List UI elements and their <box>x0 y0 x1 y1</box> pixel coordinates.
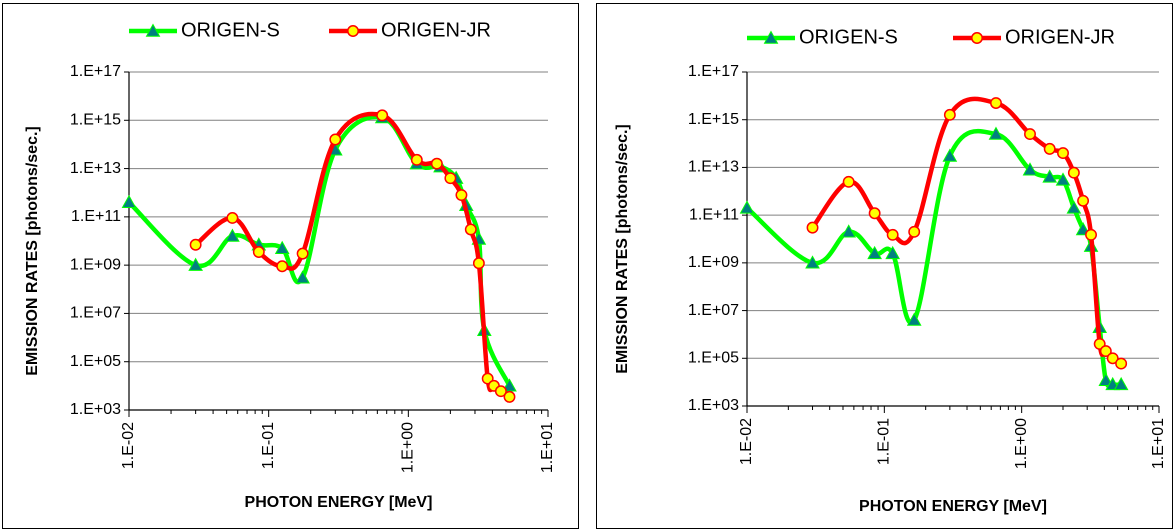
data-point-origen-jr <box>1085 228 1097 241</box>
chart-panel-right: 1.E+03 1.E+05 1.E+07 1.E+09 1.E+11 1.E+13 1.E+… <box>596 3 1173 529</box>
y-tick-label: 1.E+11 <box>71 208 121 225</box>
y-tick-label: 1.E+05 <box>688 350 739 367</box>
data-point-origen-jr <box>1077 194 1090 207</box>
data-point-origen-jr <box>296 247 309 260</box>
x-tick-label: 1.E+00 <box>1013 418 1030 469</box>
data-point-origen-s <box>906 312 922 326</box>
data-point-origen-s <box>274 240 290 254</box>
series-line-origen-jr <box>810 96 1124 366</box>
y-tick-label: 1.E+09 <box>688 254 739 271</box>
y-axis-title: EMISSION RATES [photons/sec.] <box>24 126 41 376</box>
data-point-origen-s <box>988 126 1004 140</box>
data-point-origen-s <box>1098 372 1114 386</box>
data-point-origen-jr <box>329 133 342 146</box>
y-axis-title: EMISSION RATES [photons/sec.] <box>614 124 631 374</box>
chart-right: 1.E+03 1.E+05 1.E+07 1.E+09 1.E+11 1.E+13 1.E+… <box>614 26 1167 515</box>
legend-marker-origen-jr <box>347 25 359 37</box>
chart-panel-left: 1.E+03 1.E+05 1.E+07 1.E+09 1.E+11 1.E+13 1.E+… <box>2 3 579 529</box>
data-point-origen-jr <box>842 175 855 188</box>
series-line-origen-s <box>744 128 1124 389</box>
legend-marker-origen-s <box>145 23 161 37</box>
x-tick-label: 1.E-02 <box>120 422 137 469</box>
y-tick-label: 1.E+03 <box>688 397 739 414</box>
data-point-origen-s <box>885 245 901 260</box>
data-point-origen-jr <box>1067 166 1080 179</box>
data-point-origen-jr <box>276 260 289 273</box>
data-point-origen-s <box>867 245 882 260</box>
data-point-origen-jr <box>376 109 389 122</box>
data-point-origen-jr <box>1057 147 1069 160</box>
y-tick-label: 1.E+13 <box>688 159 739 176</box>
y-tick-label: 1.E+15 <box>70 112 121 129</box>
data-point-origen-jr <box>503 390 516 403</box>
data-point-origen-jr <box>1043 142 1056 155</box>
series-line-origen-jr <box>193 111 512 400</box>
y-tick-label: 1.E+11 <box>689 206 739 223</box>
data-point-origen-s <box>295 270 310 284</box>
y-tick-label: 1.E+07 <box>70 305 121 322</box>
legend-label: ORIGEN-S <box>799 26 898 48</box>
data-point-origen-s <box>1042 169 1058 183</box>
y-tick-label: 1.E+15 <box>688 111 739 128</box>
data-point-origen-jr <box>990 97 1002 109</box>
data-point-origen-s <box>1066 200 1082 214</box>
data-point-origen-jr <box>189 238 202 251</box>
data-point-origen-s <box>121 194 137 209</box>
data-point-origen-jr <box>455 189 468 202</box>
data-point-origen-s <box>739 200 755 214</box>
y-tick-label: 1.E+09 <box>70 256 121 273</box>
data-point-origen-s <box>225 228 240 242</box>
x-axis-title: PHOTON ENERGY [MeV] <box>245 494 433 511</box>
data-point-origen-jr <box>886 228 899 241</box>
data-point-origen-jr <box>943 108 956 121</box>
y-tick-label: 1.E+17 <box>688 63 739 80</box>
x-tick-label: 1.E-01 <box>876 418 893 465</box>
data-point-origen-s <box>1055 172 1071 186</box>
data-point-origen-jr <box>252 246 265 258</box>
y-tick-label: 1.E+05 <box>70 353 121 370</box>
y-tick-label: 1.E+03 <box>70 401 121 418</box>
legend-label: ORIGEN-JR <box>381 19 491 41</box>
y-tick-label: 1.E+17 <box>70 63 121 80</box>
data-point-origen-jr <box>226 212 239 224</box>
chart-left: 1.E+03 1.E+05 1.E+07 1.E+09 1.E+11 1.E+13 1.E+… <box>24 19 556 511</box>
data-point-origen-jr <box>430 157 443 170</box>
data-point-origen-jr <box>494 385 507 398</box>
series-line-origen-s <box>126 114 512 389</box>
data-point-origen-jr <box>472 257 485 270</box>
data-point-origen-jr <box>868 207 881 220</box>
x-axis-title: PHOTON ENERGY [MeV] <box>859 498 1047 515</box>
data-point-origen-s <box>1022 162 1038 176</box>
data-point-origen-jr <box>1115 357 1128 370</box>
legend-marker-origen-jr <box>971 32 983 44</box>
data-point-origen-jr <box>1024 128 1036 141</box>
legend-label: ORIGEN-S <box>181 19 280 41</box>
data-point-origen-jr <box>908 225 921 238</box>
data-point-origen-jr <box>806 221 819 234</box>
y-tick-label: 1.E+07 <box>688 302 739 319</box>
legend-marker-origen-s <box>763 30 779 44</box>
data-point-origen-jr <box>444 172 457 185</box>
x-tick-label: 1.E-02 <box>738 418 755 465</box>
data-point-origen-s <box>188 257 203 271</box>
x-tick-label: 1.E-01 <box>260 422 277 469</box>
data-point-origen-s <box>942 148 958 162</box>
x-tick-label: 1.E+01 <box>539 422 556 473</box>
data-point-origen-jr <box>1106 352 1119 365</box>
data-point-origen-jr <box>464 223 477 236</box>
y-tick-label: 1.E+13 <box>70 160 121 177</box>
x-tick-label: 1.E+01 <box>1150 418 1167 469</box>
data-point-origen-jr <box>410 153 423 166</box>
data-point-origen-s <box>841 224 857 238</box>
data-point-origen-s <box>1113 376 1129 391</box>
data-point-origen-s <box>805 255 820 269</box>
legend-label: ORIGEN-JR <box>1005 26 1115 48</box>
data-point-origen-jr <box>1099 345 1112 358</box>
x-tick-label: 1.E+00 <box>400 422 417 473</box>
